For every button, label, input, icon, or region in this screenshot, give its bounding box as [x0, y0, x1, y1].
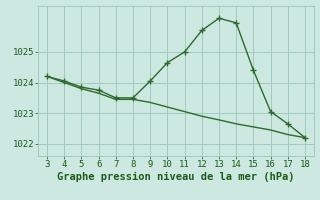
X-axis label: Graphe pression niveau de la mer (hPa): Graphe pression niveau de la mer (hPa) [57, 172, 295, 182]
